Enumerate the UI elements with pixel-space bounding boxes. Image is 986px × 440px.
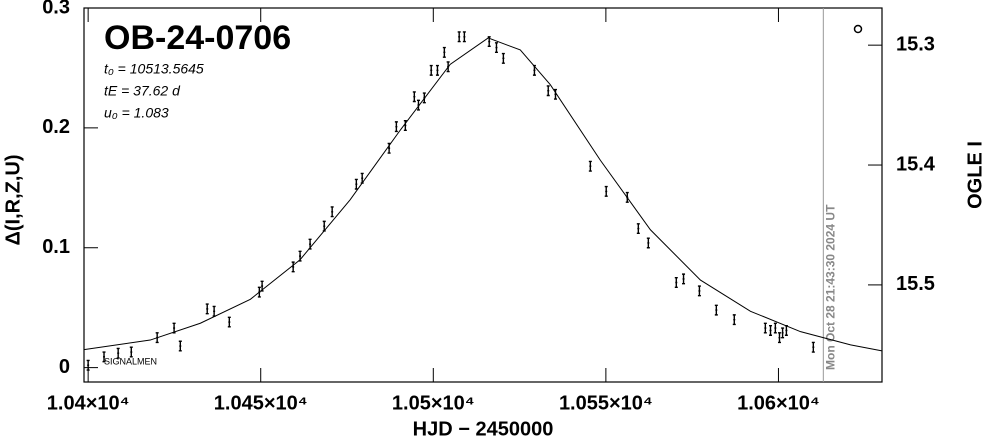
- data-point: [462, 31, 466, 43]
- y2-axis-label: OGLE I: [964, 141, 986, 209]
- x-tick-label: 1.06×10⁴: [737, 392, 820, 414]
- data-point: [172, 322, 176, 334]
- data-point: [784, 324, 788, 336]
- plot-frame: [83, 7, 883, 383]
- data-point: [354, 178, 358, 190]
- data-point: [588, 160, 592, 172]
- data-point: [116, 347, 120, 359]
- data-point: [412, 91, 416, 103]
- annotation: u₀ = 1.083: [104, 105, 169, 121]
- data-point: [442, 46, 446, 58]
- data-point: [714, 304, 718, 316]
- data-point: [205, 303, 209, 315]
- chart-title: OB-24-0706: [104, 19, 291, 57]
- y2-tick-label: 15.5: [896, 273, 935, 295]
- data-point: [322, 220, 326, 232]
- data-point: [403, 119, 407, 131]
- data-point: [227, 316, 231, 328]
- data-point: [501, 52, 505, 64]
- data-point: [298, 250, 302, 262]
- data-point: [416, 99, 420, 111]
- x-axis-label: HJD − 2450000: [413, 418, 554, 440]
- data-point: [308, 238, 312, 250]
- data-point: [773, 322, 777, 334]
- data-point: [212, 305, 216, 317]
- x-tick-label: 1.045×10⁴: [214, 392, 308, 414]
- data-point: [429, 64, 433, 76]
- data-point: [494, 42, 498, 54]
- marker-symbol: [853, 24, 863, 34]
- data-point: [330, 206, 334, 218]
- data-point: [387, 142, 391, 154]
- y-tick-label: 0.3: [42, 0, 70, 18]
- y-tick-label: 0.2: [42, 116, 70, 138]
- x-tick-label: 1.055×10⁴: [559, 392, 653, 414]
- data-point: [86, 359, 90, 371]
- data-point: [394, 121, 398, 133]
- data-point: [811, 341, 815, 353]
- data-point: [781, 327, 785, 339]
- data-point: [129, 346, 133, 358]
- x-tick-label: 1.04×10⁴: [47, 392, 130, 414]
- data-point: [532, 64, 536, 76]
- y-axis-label: Δ(I,R,Z,U): [2, 154, 24, 245]
- date-stamp: Mon Oct 28 21:43:30 2024 UT: [823, 204, 837, 370]
- data-point: [546, 85, 550, 97]
- data-point: [260, 280, 264, 292]
- data-point: [674, 277, 678, 289]
- data-point: [763, 322, 767, 334]
- data-point: [769, 324, 773, 336]
- annotation: t₀ = 10513.5645: [104, 61, 204, 77]
- data-point: [457, 31, 461, 43]
- data-point: [487, 36, 491, 48]
- y-tick-label: 0.1: [42, 236, 70, 258]
- data-point: [682, 273, 686, 285]
- data-point: [102, 351, 106, 363]
- data-point: [646, 237, 650, 249]
- data-point: [777, 332, 781, 344]
- data-point: [435, 64, 439, 76]
- data-point: [636, 223, 640, 235]
- data-point: [291, 261, 295, 273]
- y2-tick-label: 15.3: [896, 33, 935, 55]
- x-tick-label: 1.05×10⁴: [392, 392, 475, 414]
- data-point: [732, 314, 736, 326]
- data-point: [178, 340, 182, 352]
- annotation: tE = 37.62 d: [104, 83, 181, 99]
- data-point: [553, 88, 557, 100]
- y2-tick-label: 15.4: [896, 153, 936, 175]
- data-point: [604, 185, 608, 197]
- y-tick-label: 0: [59, 356, 70, 378]
- data-point: [360, 172, 364, 184]
- corner-label: SIGNALMEN: [104, 356, 157, 366]
- model-curve: [83, 37, 883, 352]
- data-point: [697, 285, 701, 297]
